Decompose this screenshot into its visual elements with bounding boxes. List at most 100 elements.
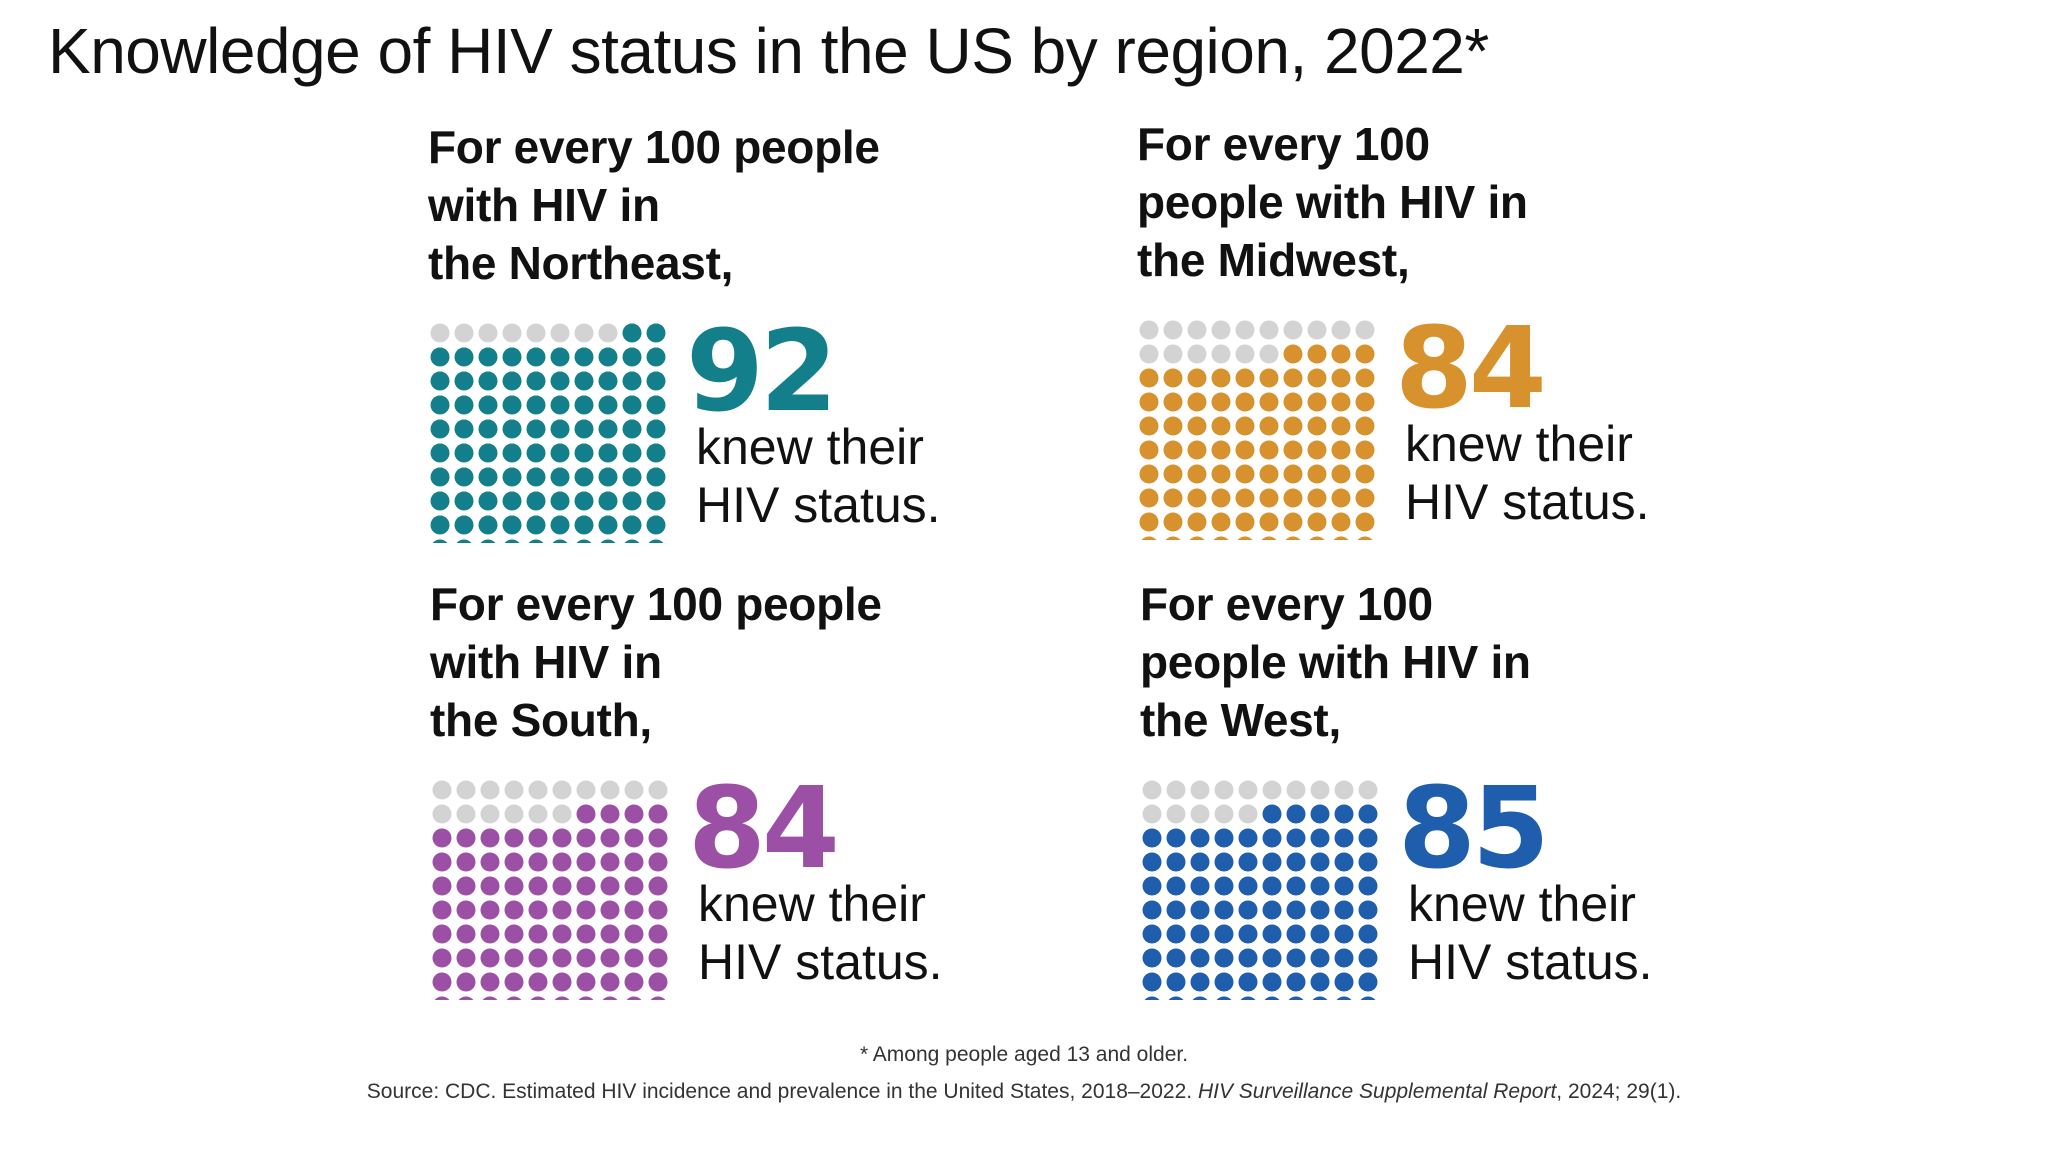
dot-knew-status bbox=[1187, 488, 1207, 508]
value-label: 84 bbox=[688, 764, 840, 894]
dot-knew-status bbox=[1235, 512, 1255, 532]
dot-knew-status bbox=[648, 924, 668, 944]
dot-knew-status bbox=[1307, 368, 1327, 388]
dot-knew-status bbox=[622, 347, 642, 367]
dot-knew-status bbox=[1310, 876, 1330, 896]
dot-knew-status bbox=[598, 371, 618, 391]
dot-knew-status bbox=[1286, 972, 1306, 992]
dot-knew-status bbox=[1238, 900, 1258, 920]
dot-knew-status bbox=[1211, 368, 1231, 388]
dot-knew-status bbox=[624, 900, 644, 920]
dot-knew-status bbox=[430, 371, 450, 391]
dot-knew-status bbox=[478, 347, 498, 367]
dot-knew-status bbox=[576, 539, 592, 543]
dot-knew-status bbox=[504, 876, 524, 896]
dot-knew-status bbox=[1262, 972, 1282, 992]
dot-unaware bbox=[1214, 780, 1234, 800]
heading-line: the West, bbox=[1140, 694, 1341, 746]
dot-knew-status bbox=[1190, 852, 1210, 872]
dot-knew-status bbox=[1309, 536, 1325, 540]
dot-unaware bbox=[528, 780, 548, 800]
dot-unaware bbox=[552, 780, 572, 800]
dot-knew-status bbox=[552, 924, 572, 944]
chart-title: Knowledge of HIV status in the US by reg… bbox=[48, 15, 1489, 87]
dot-knew-status bbox=[432, 852, 452, 872]
dot-knew-status bbox=[576, 924, 596, 944]
dot-knew-status bbox=[646, 347, 666, 367]
dot-knew-status bbox=[1189, 536, 1205, 540]
dot-knew-status bbox=[554, 996, 570, 1000]
dot-knew-status bbox=[1190, 972, 1210, 992]
dot-knew-status bbox=[1283, 512, 1303, 532]
dot-knew-status bbox=[1310, 900, 1330, 920]
dot-knew-status bbox=[1144, 996, 1160, 1000]
dot-unaware bbox=[432, 804, 452, 824]
dot-knew-status bbox=[600, 948, 620, 968]
dot-knew-status bbox=[622, 323, 642, 343]
dot-knew-status bbox=[1190, 948, 1210, 968]
dot-knew-status bbox=[1214, 924, 1234, 944]
dot-knew-status bbox=[648, 828, 668, 848]
dot-knew-status bbox=[480, 876, 500, 896]
dot-knew-status bbox=[528, 948, 548, 968]
dot-knew-status bbox=[574, 491, 594, 511]
dot-unaware bbox=[1286, 780, 1306, 800]
dot-knew-status bbox=[1166, 948, 1186, 968]
dot-knew-status bbox=[624, 828, 644, 848]
dot-unaware bbox=[1238, 780, 1258, 800]
dot-knew-status bbox=[1163, 464, 1183, 484]
dot-unaware bbox=[1163, 344, 1183, 364]
dot-knew-status bbox=[574, 347, 594, 367]
dot-knew-status bbox=[458, 996, 474, 1000]
value-caption: knew their HIV status. bbox=[1408, 875, 1653, 991]
dot-knew-status bbox=[648, 539, 664, 543]
dot-knew-status bbox=[480, 900, 500, 920]
dot-knew-status bbox=[1190, 924, 1210, 944]
dot-knew-status bbox=[1355, 344, 1375, 364]
dot-knew-status bbox=[550, 371, 570, 391]
dot-knew-status bbox=[1163, 440, 1183, 460]
dot-knew-status bbox=[1331, 512, 1351, 532]
dot-knew-status bbox=[1187, 416, 1207, 436]
dot-knew-status bbox=[1187, 368, 1207, 388]
dot-knew-status bbox=[528, 828, 548, 848]
value-label: 85 bbox=[1398, 764, 1550, 894]
caption-line: knew their bbox=[1405, 416, 1633, 472]
dot-knew-status bbox=[456, 876, 476, 896]
dot-knew-status bbox=[576, 900, 596, 920]
dot-knew-status bbox=[1355, 368, 1375, 388]
dot-knew-status bbox=[600, 804, 620, 824]
dot-knew-status bbox=[552, 900, 572, 920]
dot-knew-status bbox=[1334, 876, 1354, 896]
dot-knew-status bbox=[432, 948, 452, 968]
dot-knew-status bbox=[598, 467, 618, 487]
source-suffix: , 2024; 29(1). bbox=[1556, 1080, 1682, 1103]
dot-knew-status bbox=[1285, 536, 1301, 540]
dot-knew-status bbox=[1238, 948, 1258, 968]
dot-knew-status bbox=[1310, 804, 1330, 824]
dot-unaware bbox=[1283, 320, 1303, 340]
dot-knew-status bbox=[526, 491, 546, 511]
dot-knew-status bbox=[1286, 852, 1306, 872]
dot-knew-status bbox=[1357, 536, 1373, 540]
dot-knew-status bbox=[1283, 368, 1303, 388]
dot-knew-status bbox=[502, 347, 522, 367]
dot-knew-status bbox=[622, 371, 642, 391]
dot-knew-status bbox=[624, 852, 644, 872]
dot-knew-status bbox=[434, 996, 450, 1000]
dot-knew-status bbox=[1139, 368, 1159, 388]
dot-knew-status bbox=[1187, 512, 1207, 532]
dot-knew-status bbox=[1235, 416, 1255, 436]
dot-unaware bbox=[574, 323, 594, 343]
dot-knew-status bbox=[1262, 804, 1282, 824]
dot-knew-status bbox=[1192, 996, 1208, 1000]
dot-knew-status bbox=[1310, 948, 1330, 968]
dot-knew-status bbox=[454, 419, 474, 439]
dot-knew-status bbox=[550, 467, 570, 487]
dot-knew-status bbox=[1355, 416, 1375, 436]
dot-knew-status bbox=[454, 371, 474, 391]
dot-knew-status bbox=[1166, 852, 1186, 872]
dot-knew-status bbox=[454, 395, 474, 415]
dot-knew-status bbox=[1283, 344, 1303, 364]
dot-knew-status bbox=[600, 924, 620, 944]
